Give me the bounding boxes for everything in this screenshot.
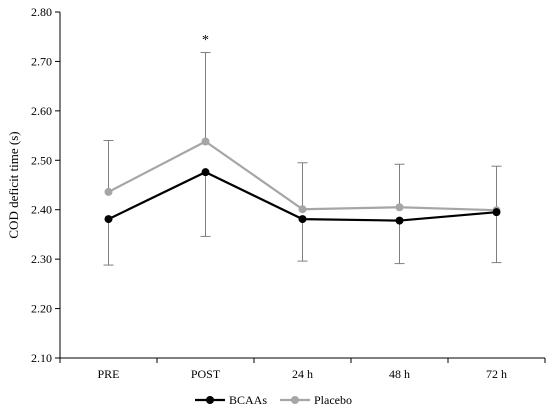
x-tick-label: 48 h: [389, 367, 410, 381]
data-point-bcaas: [201, 168, 210, 177]
x-tick-label: PRE: [97, 367, 119, 381]
error-bars: [103, 52, 502, 266]
y-tick-label: 2.50: [31, 153, 52, 167]
y-tick-label: 2.40: [31, 203, 52, 217]
data-point-bcaas: [104, 215, 113, 224]
y-tick-label: 2.30: [31, 252, 52, 266]
legend-marker-placebo: [291, 396, 299, 404]
data-point-bcaas: [492, 208, 501, 217]
y-tick-label: 2.10: [31, 351, 52, 365]
y-ticks: 2.10 2.20 2.30 2.40 2.50 2.60 2.70 2.80: [31, 5, 60, 365]
x-ticks: PRE POST 24 h 48 h 72 h: [59, 358, 546, 381]
x-tick-label: 72 h: [486, 367, 507, 381]
data-point-placebo: [395, 203, 404, 212]
data-point-placebo: [201, 137, 210, 146]
x-tick-label: 24 h: [292, 367, 313, 381]
legend-marker-bcaas: [206, 396, 214, 404]
y-tick-label: 2.60: [31, 104, 52, 118]
data-point-bcaas: [395, 216, 404, 225]
axes: 2.10 2.20 2.30 2.40 2.50 2.60 2.70 2.80 PRE POST…: [31, 5, 546, 381]
annotations: *: [202, 33, 209, 48]
y-tick-label: 2.20: [31, 302, 52, 316]
significance-marker: *: [202, 33, 209, 48]
legend: BCAAs Placebo: [195, 393, 352, 407]
data-point-placebo: [298, 205, 307, 214]
y-axis-title: COD deficit time (s): [6, 131, 21, 238]
y-tick-label: 2.80: [31, 5, 52, 19]
series-markers: [104, 137, 501, 225]
legend-label-placebo: Placebo: [314, 393, 352, 407]
data-point-bcaas: [298, 215, 307, 224]
y-tick-label: 2.70: [31, 54, 52, 68]
x-tick-label: POST: [191, 367, 221, 381]
data-point-placebo: [104, 187, 113, 196]
legend-label-bcaas: BCAAs: [229, 393, 267, 407]
